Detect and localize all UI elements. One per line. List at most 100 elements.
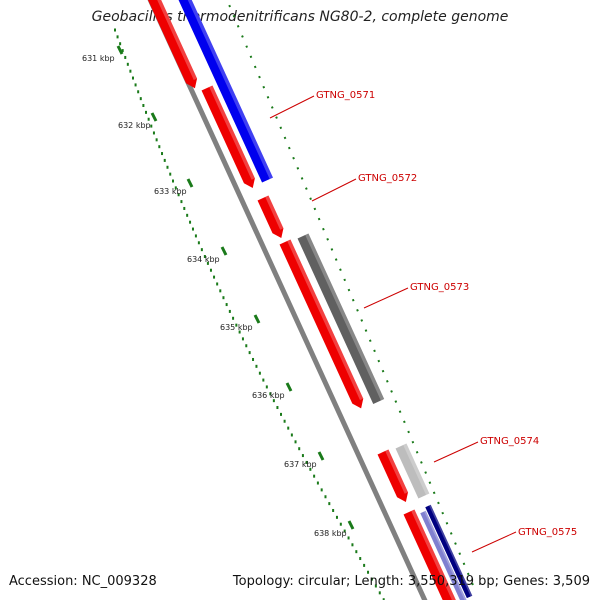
ruler-dot bbox=[232, 316, 235, 320]
callout-line bbox=[433, 441, 479, 463]
ruler-dot bbox=[382, 598, 385, 600]
ruler-dot bbox=[235, 323, 238, 327]
ruler-dot bbox=[213, 275, 216, 279]
gene-bar-navy-0575-highlight bbox=[429, 504, 473, 597]
ruler-dot bbox=[276, 406, 279, 410]
ruler-dot bbox=[169, 172, 172, 176]
ruler-dot bbox=[155, 138, 158, 142]
kbp-ruler-ticks bbox=[116, 45, 355, 530]
gene-label-gtng-0573[interactable]: GTNG_0573 bbox=[410, 282, 469, 293]
gene-bar-red-e-shape bbox=[377, 449, 409, 503]
gene-bar-lightgray-0574-highlight bbox=[403, 443, 430, 496]
gene-bar-red-e[interactable] bbox=[377, 449, 412, 505]
callout-line bbox=[471, 531, 517, 553]
ruler-dot bbox=[245, 344, 248, 348]
ruler-dot bbox=[222, 296, 225, 300]
gene-bar-red-a-highlight bbox=[152, 0, 198, 80]
gene-bar-red-e-highlight bbox=[385, 449, 409, 494]
gene-bar-blue-0571[interactable] bbox=[170, 0, 273, 183]
gene-bar-red-f-shape bbox=[403, 509, 457, 600]
ruler-dot bbox=[339, 522, 342, 526]
kbp-tick-label: 638 kbp bbox=[314, 529, 347, 538]
ruler-dot bbox=[186, 213, 189, 217]
ruler-dot bbox=[370, 577, 373, 581]
gene-bar-red-f-highlight bbox=[411, 509, 457, 600]
ruler-dot bbox=[332, 508, 335, 512]
gene-bar-red-b-highlight bbox=[209, 85, 255, 180]
ruler-dot bbox=[265, 385, 268, 389]
gene-label-gtng-0574[interactable]: GTNG_0574 bbox=[480, 436, 539, 447]
ruler-dot bbox=[177, 193, 180, 197]
ruler-dot bbox=[126, 62, 129, 66]
gene-bar-lavender-0575[interactable] bbox=[420, 510, 468, 600]
gene-bar-red-f[interactable] bbox=[403, 509, 457, 600]
ruler-dot bbox=[301, 454, 304, 458]
callout-line bbox=[269, 95, 315, 119]
gene-bar-gray-0573-shape bbox=[297, 233, 385, 405]
accession-text: Accession: NC_009328 bbox=[9, 574, 157, 589]
ruler-dot bbox=[129, 69, 132, 73]
gene-callouts: GTNG_0571 GTNG_0572 GTNG_0573 GTNG_0574 … bbox=[269, 90, 577, 553]
ruler-dot bbox=[206, 261, 209, 265]
ruler-major-tick bbox=[285, 382, 293, 392]
gene-bar-navy-0575[interactable] bbox=[425, 504, 473, 599]
gene-bar-red-c-highlight bbox=[265, 195, 284, 230]
ruler-major-tick bbox=[317, 451, 325, 461]
ruler-dot bbox=[116, 35, 119, 39]
gene-bar-red-b[interactable] bbox=[201, 85, 259, 191]
ruler-dot bbox=[309, 467, 312, 471]
ruler-dot bbox=[158, 145, 161, 149]
ruler-dot bbox=[290, 433, 293, 437]
ruler-dot bbox=[287, 426, 290, 430]
ruler-dot bbox=[378, 591, 381, 595]
ruler-dot bbox=[335, 515, 338, 519]
gene-bar-gray-0573-highlight bbox=[305, 233, 385, 401]
ruler-dot bbox=[166, 165, 169, 169]
ruler-dot bbox=[367, 570, 370, 574]
gene-bar-lightgray-0574-shape bbox=[395, 443, 430, 499]
gene-bar-navy-0575-shape bbox=[425, 504, 473, 599]
ruler-dot bbox=[225, 303, 228, 307]
ruler-major-tick bbox=[220, 246, 228, 256]
ruler-dot bbox=[283, 419, 286, 423]
gene-bar-red-c-shape bbox=[257, 195, 284, 239]
ruler-major-tick bbox=[150, 112, 158, 122]
ruler-dot bbox=[124, 55, 127, 59]
ruler-dot bbox=[150, 124, 153, 128]
gene-bar-lavender-0575-highlight bbox=[424, 510, 468, 600]
ruler-dot bbox=[238, 330, 241, 334]
gene-bar-gray-0573[interactable] bbox=[297, 233, 385, 405]
ruler-dot bbox=[343, 529, 346, 533]
gene-bar-red-a[interactable] bbox=[144, 0, 201, 91]
gene-bar-red-d-highlight bbox=[287, 239, 364, 401]
gene-label-gtng-0575[interactable]: GTNG_0575 bbox=[518, 527, 577, 538]
outer-ruler-dots bbox=[226, 0, 476, 591]
ruler-dot bbox=[374, 584, 377, 588]
gene-bar-lightgray-0574[interactable] bbox=[395, 443, 430, 499]
ruler-dot bbox=[272, 399, 275, 403]
ruler-dot bbox=[163, 158, 166, 162]
gene-label-gtng-0572[interactable]: GTNG_0572 bbox=[358, 173, 417, 184]
callout-line bbox=[311, 178, 357, 202]
ruler-dot bbox=[197, 241, 200, 245]
ruler-dot bbox=[320, 488, 323, 492]
callout-line bbox=[363, 287, 409, 309]
ruler-dot bbox=[147, 117, 150, 121]
ruler-dot bbox=[252, 357, 255, 361]
ruler-dot bbox=[255, 364, 258, 368]
kbp-ruler bbox=[114, 28, 385, 600]
ruler-dot bbox=[203, 255, 206, 259]
gene-bar-red-c[interactable] bbox=[257, 195, 287, 241]
ruler-dot bbox=[200, 248, 203, 252]
kbp-tick-label: 635 kbp bbox=[220, 323, 253, 332]
ruler-dot bbox=[355, 550, 358, 554]
ruler-dot bbox=[209, 268, 212, 272]
ruler-dot bbox=[269, 392, 272, 396]
gene-bar-red-d[interactable] bbox=[279, 239, 367, 411]
gene-features bbox=[144, 0, 473, 600]
genome-backbone bbox=[147, 0, 428, 600]
gene-bar-blue-0571-shape bbox=[170, 0, 273, 183]
gene-label-gtng-0571[interactable]: GTNG_0571 bbox=[316, 90, 375, 101]
